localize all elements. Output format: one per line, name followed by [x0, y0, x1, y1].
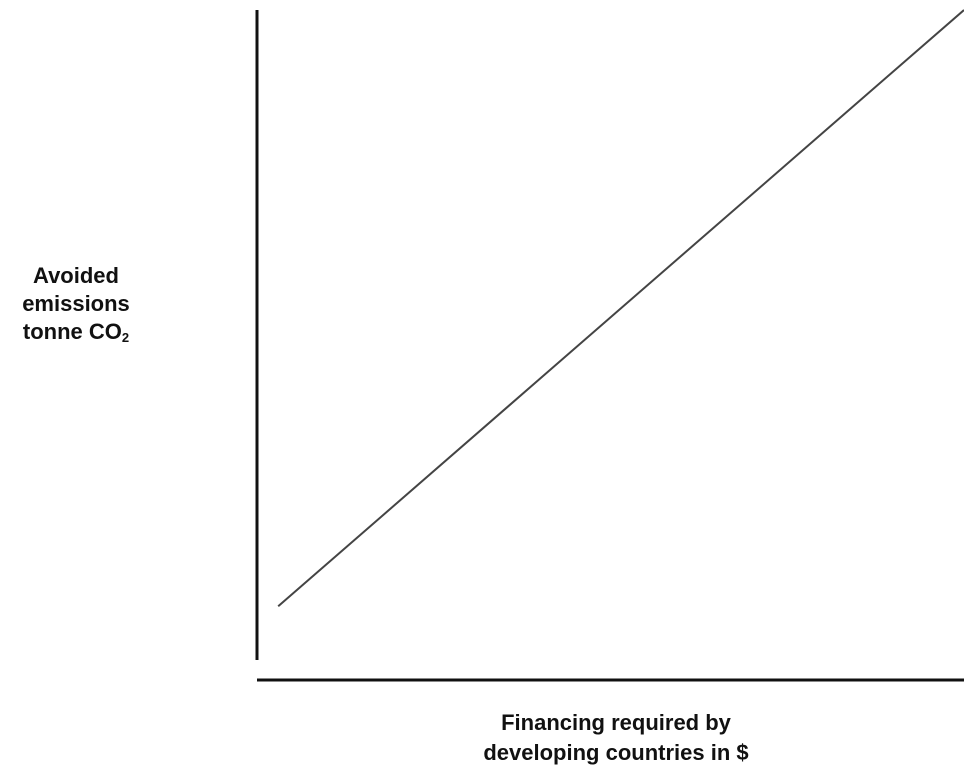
x-axis-label: Financing required by developing countri…	[458, 708, 774, 768]
x-axis-label-line-2: developing countries in $	[483, 740, 749, 765]
series-line-1	[277, 9, 964, 608]
y-axis-label: Avoided emissions tonne CO2	[0, 262, 152, 346]
y-axis-label-line-3-text: tonne CO	[22, 319, 122, 344]
y-axis-label-line-1: Avoided	[33, 263, 119, 288]
y-axis-label-line-2: emissions	[22, 291, 130, 316]
y-axis-label-subscript: 2	[121, 330, 130, 345]
x-axis-label-line-1: Financing required by	[501, 710, 731, 735]
series-layer	[277, 9, 964, 608]
y-axis-label-line-3: tonne CO2	[0, 318, 152, 346]
